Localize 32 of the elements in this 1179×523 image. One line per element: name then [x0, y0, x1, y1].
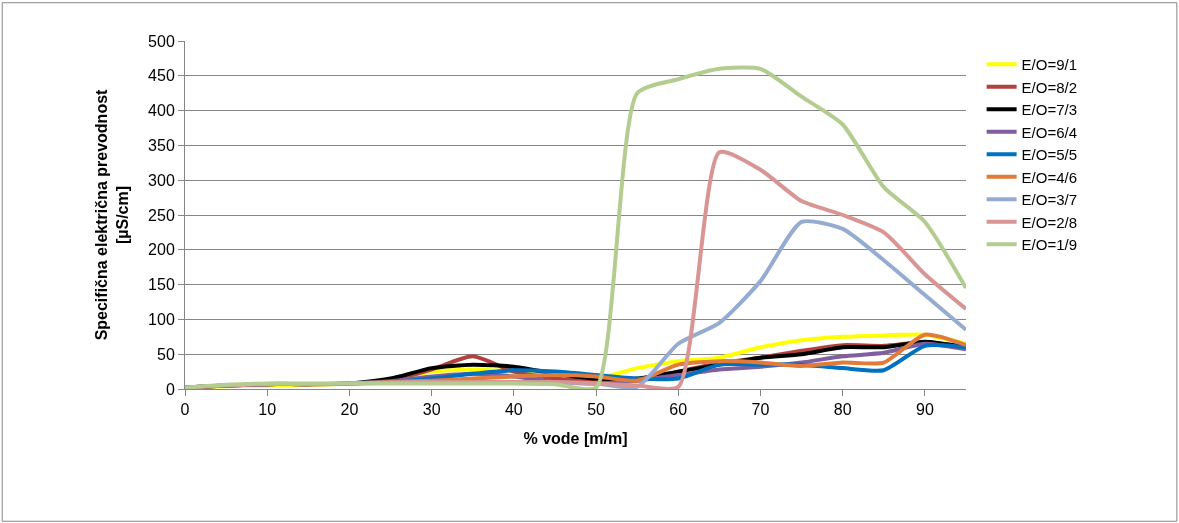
y-axis-title: Specifična električna prevodnost [µS/cm] [93, 88, 131, 341]
x-tick-label: 60 [669, 401, 688, 419]
legend-label: E/O=1/9 [1021, 236, 1078, 254]
legend-label: E/O=7/3 [1021, 101, 1078, 119]
x-tick-label: 20 [340, 401, 359, 419]
x-tick-label: 70 [751, 401, 770, 419]
y-tick-label: 400 [148, 102, 175, 120]
legend-label: E/O=8/2 [1021, 78, 1078, 96]
y-tick-label: 300 [148, 171, 175, 189]
legend-label: E/O=5/5 [1021, 146, 1078, 164]
x-tick-label: 80 [833, 401, 852, 419]
x-tick-label: 10 [258, 401, 277, 419]
y-tick-label: 500 [148, 32, 175, 50]
x-tick-label: 50 [587, 401, 606, 419]
legend-label: E/O=2/8 [1021, 213, 1078, 231]
x-tick-label: 0 [180, 401, 190, 419]
legend-label: E/O=6/4 [1021, 123, 1078, 141]
legend-label: E/O=3/7 [1021, 191, 1078, 209]
x-axis-title: % vode [m/m] [523, 429, 628, 447]
y-tick-label: 150 [148, 276, 175, 294]
y-tick-label: 0 [165, 380, 175, 398]
x-tick-label: 90 [915, 401, 934, 419]
y-tick-label: 100 [148, 311, 175, 328]
y-tick-label: 50 [157, 345, 175, 363]
y-tick-label: 250 [148, 206, 175, 224]
y-tick-label: 200 [148, 241, 175, 259]
y-tick-label: 350 [148, 137, 175, 154]
x-tick-label: 30 [422, 401, 441, 419]
y-tick-label: 450 [148, 67, 175, 85]
legend-label: E/O=4/6 [1021, 168, 1078, 186]
legend-label: E/O=9/1 [1021, 56, 1078, 74]
x-tick-label: 40 [504, 401, 523, 419]
